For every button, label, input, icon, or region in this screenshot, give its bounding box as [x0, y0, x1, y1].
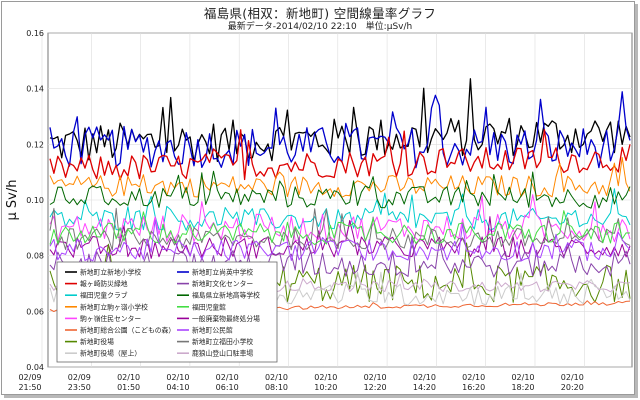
series-line — [49, 219, 631, 262]
series-line — [49, 210, 631, 245]
x-tick-time: 18:20 — [511, 383, 534, 392]
series-line — [49, 188, 631, 231]
series-line — [49, 78, 631, 163]
series-line — [49, 129, 631, 181]
x-tick-date: 02/10 — [117, 373, 140, 382]
x-tick-time: 01:50 — [117, 383, 140, 392]
legend-label: 新地町文化センター — [192, 279, 253, 288]
y-axis-label: μ Sv/h — [5, 180, 20, 221]
legend-label: 鹿狼山登山口駐車場 — [192, 349, 253, 358]
series-line — [49, 235, 631, 279]
legend-label: 福田児童クラブ — [80, 291, 128, 300]
x-tick-time: 04:10 — [166, 383, 189, 392]
x-tick-date: 02/10 — [462, 373, 485, 382]
y-axis-ticks: 0.16 0.14 0.12 0.10 0.08 0.06 0.04 — [26, 29, 44, 372]
legend-box — [56, 261, 278, 363]
x-tick-time: 06:10 — [216, 383, 239, 392]
x-tick-time: 14:20 — [413, 383, 436, 392]
x-tick-time: 23:50 — [68, 383, 91, 392]
legend-label: 福田児童館 — [192, 302, 226, 311]
legend-label: 新地町役場（屋上） — [80, 349, 141, 358]
x-tick-date: 02/10 — [265, 373, 288, 382]
x-tick-date: 02/10 — [166, 373, 189, 382]
y-tick-label: 0.04 — [26, 363, 44, 372]
legend-label: 新地町立駒ヶ嶺小学校 — [80, 302, 148, 311]
legend-label: 駒ヶ嶺住民センター — [80, 314, 141, 323]
x-axis-ticks: 02/0921:5002/0923:5002/1001:5002/1004:10… — [18, 373, 583, 392]
x-tick-date: 02/10 — [216, 373, 239, 382]
chart-subtitle: 最新データ-2014/02/10 22:10 単位:μSv/h — [227, 22, 413, 32]
chart-title: 福島県(相双：新地町) 空間線量率グラフ — [203, 6, 437, 21]
x-tick-time: 16:20 — [462, 383, 485, 392]
legend-label: 新地町総合公園（こどもの森） — [80, 326, 175, 335]
x-tick-time: 08:10 — [265, 383, 288, 392]
x-tick-time: 12:20 — [364, 383, 387, 392]
x-tick-date: 02/10 — [561, 373, 584, 382]
x-tick-time: 20:20 — [561, 383, 584, 392]
y-tick-label: 0.12 — [26, 140, 44, 149]
y-tick-label: 0.06 — [26, 307, 44, 316]
grid-lines — [41, 32, 632, 368]
legend-label: 福島県立新地高等学校 — [192, 291, 260, 300]
x-tick-time: 10:20 — [314, 383, 337, 392]
x-tick-date: 02/10 — [314, 373, 337, 382]
x-tick-time: 21:50 — [18, 383, 41, 392]
x-tick-date: 02/10 — [511, 373, 534, 382]
legend-label: 新地町立新地小学校 — [80, 268, 141, 277]
legend-label: 新地町公民館 — [192, 326, 233, 335]
y-tick-label: 0.16 — [26, 29, 44, 38]
legend-label: 新地町役場 — [80, 337, 114, 346]
series-line — [49, 170, 631, 209]
y-tick-label: 0.08 — [26, 252, 44, 261]
x-tick-date: 02/09 — [18, 373, 41, 382]
legend-label: 新地町立福田小学校 — [192, 337, 253, 346]
x-tick-date: 02/10 — [364, 373, 387, 382]
y-tick-label: 0.14 — [26, 85, 44, 94]
x-tick-date: 02/09 — [68, 373, 91, 382]
legend-label: 一般廃棄物最終処分場 — [192, 314, 260, 323]
x-tick-date: 02/10 — [413, 373, 436, 382]
legend-label: 新地町立尚英中学校 — [192, 268, 253, 277]
y-tick-label: 0.10 — [26, 196, 44, 205]
series-line — [49, 157, 631, 198]
legend-label: 報ヶ崎防災緑地 — [80, 279, 128, 288]
